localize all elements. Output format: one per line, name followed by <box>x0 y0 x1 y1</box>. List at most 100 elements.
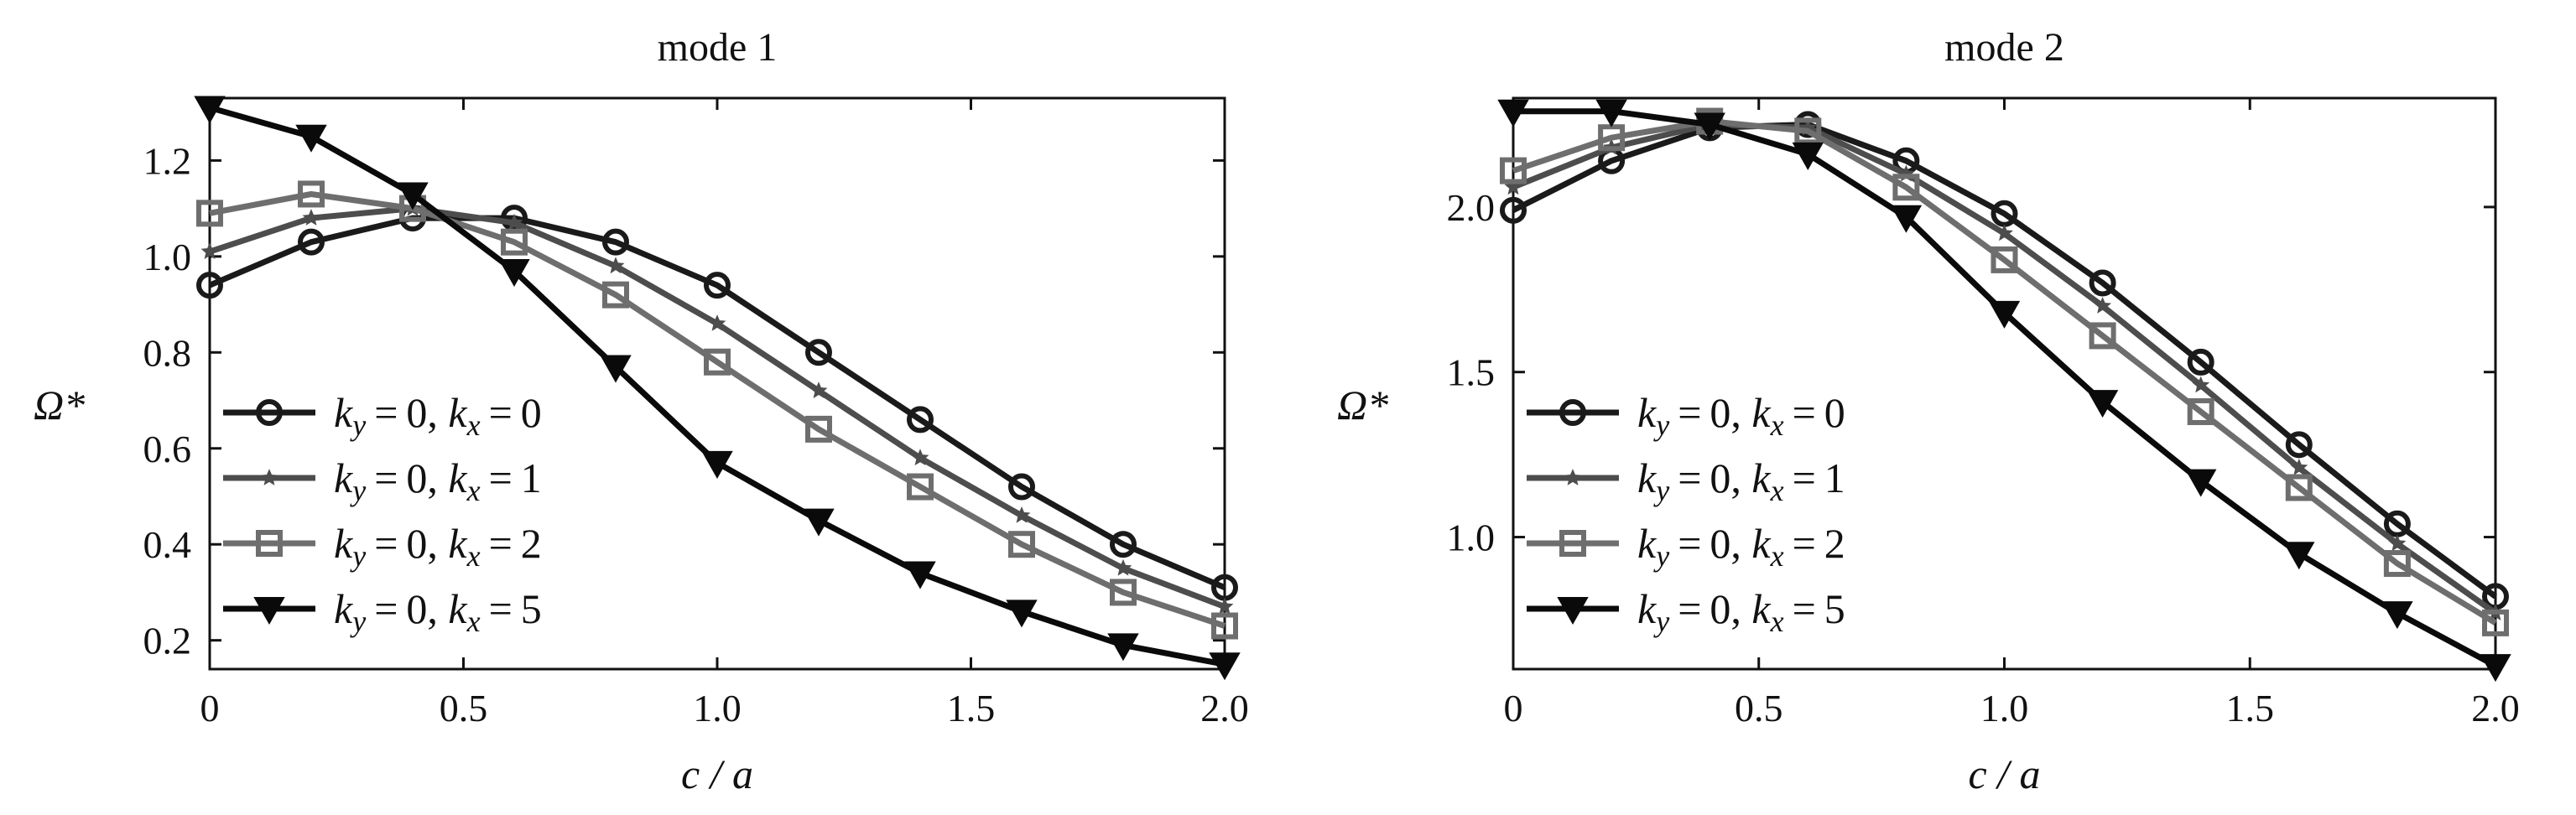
series-square <box>1500 107 2509 636</box>
data-point <box>196 272 223 299</box>
legend-marker <box>1559 530 1586 557</box>
y-tick-label: 0.6 <box>143 428 192 470</box>
legend-label: ky = 0, kx = 5 <box>334 585 542 638</box>
data-point <box>2285 474 2313 501</box>
legend-item: ky = 0, kx = 1 <box>1527 454 1845 507</box>
data-point <box>1991 246 2018 273</box>
series-line <box>209 105 1226 667</box>
data-point <box>2283 542 2315 570</box>
y-tick-label: 0.4 <box>143 523 192 566</box>
data-point <box>302 209 320 226</box>
data-point <box>298 228 325 256</box>
legend-item: ky = 0, kx = 5 <box>223 585 542 638</box>
x-tick-label: 1.5 <box>2226 687 2275 729</box>
data-point <box>196 200 223 227</box>
data-point <box>2290 458 2308 475</box>
x-tick-label: 0.5 <box>440 687 488 729</box>
data-point <box>1595 99 1627 127</box>
legend-label: ky = 0, kx = 1 <box>1637 454 1845 507</box>
series-star <box>200 199 1234 615</box>
data-point <box>1996 224 2013 241</box>
x-tick-label: 0 <box>1504 687 1523 729</box>
legend-label: ky = 0, kx = 0 <box>334 389 542 442</box>
data-point <box>1006 600 1038 628</box>
y-tick-label: 1.0 <box>1447 517 1496 559</box>
legend: ky = 0, kx = 0 ky = 0, kx = 1 ky = 0, kx =… <box>223 389 542 638</box>
data-point <box>2383 550 2411 578</box>
series-triangle-down <box>194 96 1241 681</box>
data-point <box>911 449 929 466</box>
legend-marker <box>1557 597 1589 626</box>
data-point <box>2187 397 2214 425</box>
data-point <box>397 182 429 210</box>
series-triangle-down <box>1497 99 2511 683</box>
x-tick-label: 2.0 <box>2471 687 2520 729</box>
x-tick-label: 1.0 <box>1980 687 2029 729</box>
legend-label: ky = 0, kx = 2 <box>334 520 542 573</box>
series-line <box>1513 108 2497 669</box>
series-line <box>1512 122 2498 600</box>
legend-item: ky = 0, kx = 2 <box>1527 520 1845 573</box>
y-tick-label: 1.5 <box>1447 351 1496 394</box>
y-tick-label: 1.0 <box>143 236 192 278</box>
data-point <box>1008 531 1035 558</box>
data-point <box>505 213 523 231</box>
legend-marker <box>1559 399 1586 426</box>
chart-panel-mode-1: mode 1 0 0.5 1.0 1.5 2.0 0.2 0.4 0.6 0.8 1.0 1.2 c /… <box>34 25 1249 797</box>
legend-label: ky = 0, kx = 0 <box>1637 389 1845 442</box>
data-point <box>2184 469 2217 497</box>
data-point <box>501 228 528 256</box>
data-point <box>2388 534 2407 552</box>
data-point <box>2381 601 2413 630</box>
data-point <box>1988 300 2021 329</box>
x-axis-label: c / a <box>681 750 753 797</box>
data-point <box>803 508 835 537</box>
data-point <box>1215 597 1234 615</box>
x-tick-label: 0.5 <box>1735 687 1783 729</box>
data-point <box>1110 579 1137 606</box>
data-point <box>2480 654 2511 683</box>
x-tick-label: 1.5 <box>947 687 996 729</box>
data-point <box>200 242 219 259</box>
data-point <box>602 228 629 256</box>
data-point <box>704 272 731 299</box>
chart-panel-mode-2: mode 2 0 0.5 1.0 1.5 2.0 1.0 1.5 2.0 c / a Ω* ky = … <box>1337 25 2520 797</box>
data-point <box>907 406 934 433</box>
data-point <box>606 257 625 274</box>
data-point <box>1794 117 1822 145</box>
data-point <box>2187 348 2214 376</box>
data-point <box>1500 157 1527 184</box>
data-point <box>298 180 325 208</box>
data-point <box>295 124 327 153</box>
data-point <box>2285 431 2313 459</box>
legend-item: ky = 0, kx = 1 <box>223 454 542 507</box>
x-tick-label: 1.0 <box>693 687 742 729</box>
data-point <box>1890 205 1923 233</box>
data-point <box>2094 297 2112 314</box>
data-point <box>1504 178 1522 195</box>
data-point <box>708 314 726 331</box>
y-axis-label: Ω* <box>1337 382 1388 428</box>
data-point <box>602 281 629 309</box>
plot-frame <box>208 96 1226 671</box>
data-point <box>600 355 632 383</box>
legend-label: ky = 0, kx = 1 <box>334 454 542 507</box>
legend-item: ky = 0, kx = 0 <box>223 389 542 442</box>
legend-item: ky = 0, kx = 5 <box>1527 585 1845 638</box>
data-point <box>1892 174 1920 201</box>
data-point <box>2089 269 2116 297</box>
chart-title: mode 1 <box>658 25 778 70</box>
series-square <box>196 180 1238 640</box>
legend-label: ky = 0, kx = 5 <box>1637 585 1845 638</box>
x-axis-label: c / a <box>1968 750 2040 797</box>
x-tick-label: 2.0 <box>1200 687 1249 729</box>
y-axis-label: Ω* <box>34 382 85 428</box>
data-point <box>2086 390 2119 418</box>
data-point <box>1500 196 1527 224</box>
y-tick-label: 1.2 <box>143 139 192 182</box>
y-tick-label: 2.0 <box>1447 186 1496 229</box>
data-point <box>2089 322 2116 350</box>
data-point <box>1107 633 1139 662</box>
data-point <box>1110 531 1137 558</box>
